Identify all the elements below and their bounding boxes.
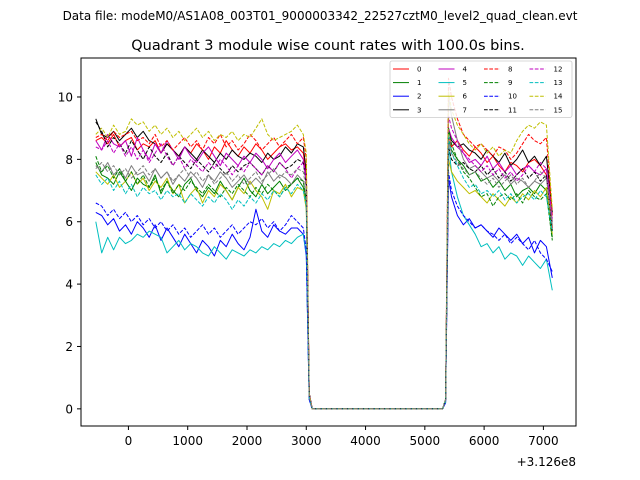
series-line-5 [95, 143, 553, 410]
x-tick-label: 2000 [232, 434, 263, 448]
series-line-3 [95, 118, 553, 410]
series-line-15 [95, 140, 553, 410]
y-tick-label: 0 [65, 402, 73, 416]
legend-label-7: 7 [463, 106, 467, 114]
series-layer [95, 77, 553, 410]
series-line-2 [95, 177, 553, 410]
series-line-12 [95, 115, 553, 410]
legend-label-4: 4 [463, 66, 468, 74]
series-line-14 [95, 90, 553, 410]
series-line-8 [95, 77, 553, 410]
legend-label-10: 10 [508, 93, 517, 101]
legend-label-2: 2 [417, 93, 421, 101]
legend-label-0: 0 [417, 66, 421, 74]
series-line-6 [95, 158, 553, 410]
x-tick-label: 7000 [528, 434, 559, 448]
axes-background [81, 58, 576, 426]
legend-label-3: 3 [417, 106, 421, 114]
y-tick-label: 4 [65, 278, 73, 292]
legend-label-12: 12 [554, 66, 563, 74]
series-line-1 [95, 140, 553, 410]
x-tick-label: 3000 [291, 434, 322, 448]
x-offset-label: +3.126e8 [517, 455, 576, 469]
legend-box [389, 60, 573, 118]
plot-area [80, 57, 577, 427]
y-axis: 0 2 4 6 8 10 [58, 90, 81, 416]
figure-suptitle: Data file: modeM0/AS1A08_003T01_90000033… [63, 9, 578, 23]
legend-label-11: 11 [508, 106, 517, 114]
x-tick-label: 4000 [350, 434, 381, 448]
x-tick-label: 0 [125, 434, 133, 448]
legend-label-13: 13 [554, 79, 563, 87]
y-tick-label: 8 [65, 153, 73, 167]
axes-frame [80, 57, 577, 427]
x-axis: 0 1000 2000 3000 4000 5000 6000 7000 [125, 426, 559, 448]
x-tick-label: 1000 [172, 434, 203, 448]
series-line-9 [95, 127, 553, 410]
legend-label-8: 8 [508, 66, 512, 74]
series-line-4 [95, 127, 553, 410]
series-line-13 [95, 133, 553, 410]
legend-label-1: 1 [417, 79, 421, 87]
x-tick-label: 6000 [469, 434, 500, 448]
legend-label-14: 14 [554, 93, 563, 101]
chart-title: Quadrant 3 module wise count rates with … [131, 38, 525, 54]
series-line-7 [95, 96, 553, 410]
y-tick-label: 10 [58, 90, 73, 104]
legend-label-6: 6 [463, 93, 468, 101]
y-tick-label: 6 [65, 215, 73, 229]
legend-label-15: 15 [554, 106, 563, 114]
legend-label-5: 5 [463, 79, 467, 87]
y-tick-label: 2 [65, 340, 73, 354]
legend-label-9: 9 [508, 79, 512, 87]
x-tick-label: 5000 [410, 434, 441, 448]
